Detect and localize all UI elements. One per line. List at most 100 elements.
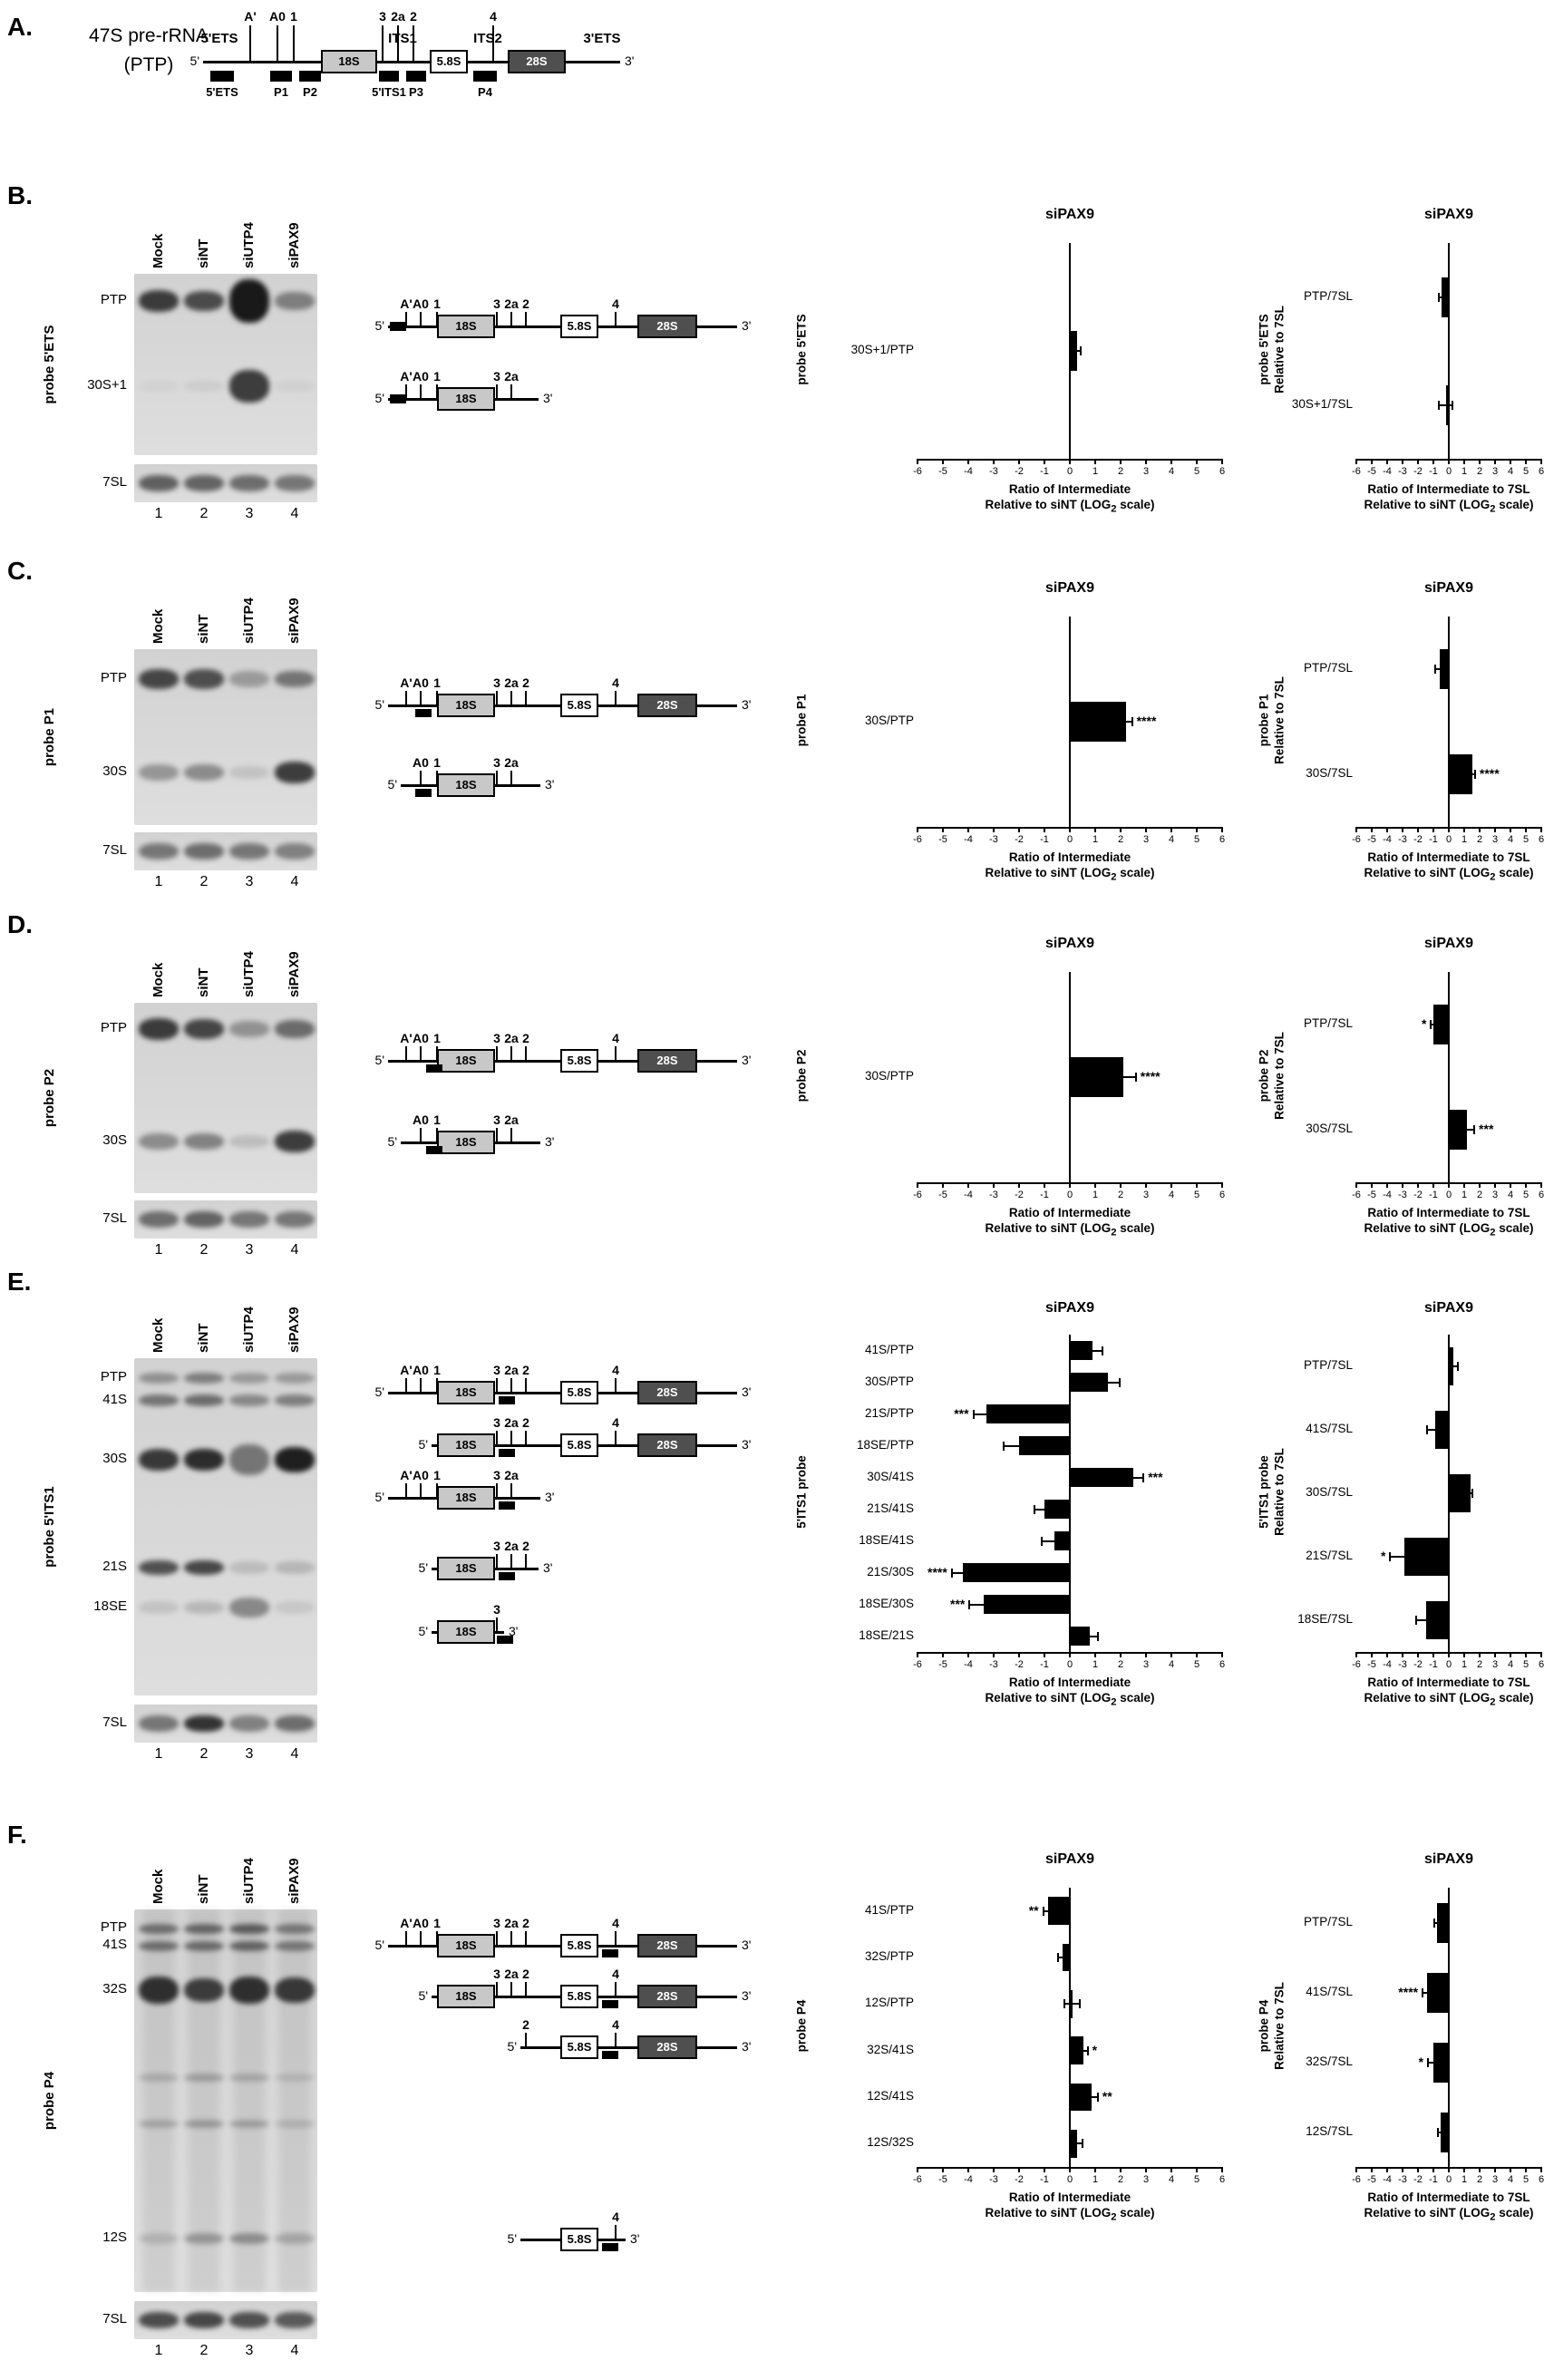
x-tick-label: -4 <box>964 1190 973 1200</box>
cleavage-site-tick <box>420 312 422 326</box>
error-bar-cap <box>1442 2127 1444 2137</box>
x-tick-label: -6 <box>1352 1659 1361 1670</box>
y-axis-label: Relative to 7SL <box>1272 1032 1286 1120</box>
bar <box>1449 1474 1471 1512</box>
x-tick <box>1510 827 1511 832</box>
lane-number: 2 <box>199 506 209 521</box>
x-tick-label: -3 <box>989 1659 998 1670</box>
x-tick-label: 6 <box>1219 1659 1226 1670</box>
rna-backbone <box>203 60 620 63</box>
x-tick-label: 4 <box>1168 1659 1175 1670</box>
x-tick <box>942 1182 944 1188</box>
x-tick <box>1417 2167 1419 2172</box>
chart-title: siPAX9 <box>1045 1851 1094 1867</box>
x-tick-label: -2 <box>1015 834 1024 845</box>
rrna-box-28s: 28S <box>637 1381 697 1404</box>
error-bar <box>1468 1492 1473 1494</box>
x-tick <box>1494 2167 1496 2172</box>
cleavage-site-tick <box>510 1931 512 1946</box>
x-tick-label: -3 <box>989 1190 998 1200</box>
cleavage-site-label: 3 <box>493 296 500 311</box>
cleavage-site-label: 4 <box>612 2017 619 2032</box>
region-label: 3'ETS <box>583 31 621 46</box>
x-tick-label: 4 <box>1168 834 1175 845</box>
x-tick <box>1044 2167 1045 2172</box>
x-tick-label: 5 <box>1193 834 1200 845</box>
lane-number: 2 <box>199 1242 209 1258</box>
five-prime-label: 5' <box>374 1490 384 1504</box>
x-tick <box>1371 459 1373 464</box>
x-tick-label: 3 <box>1142 1190 1150 1200</box>
blot-band <box>275 1940 315 1951</box>
three-prime-label: 3' <box>742 2039 752 2054</box>
x-tick-label: 3 <box>1142 834 1150 845</box>
x-tick-label: -5 <box>1367 1190 1376 1200</box>
cleavage-site-tick <box>615 1431 617 1445</box>
error-bar-cap <box>1063 1999 1066 2009</box>
cleavage-site-tick <box>420 1931 422 1946</box>
x-tick <box>1094 459 1096 464</box>
lane-label: siUTP4 <box>241 222 257 268</box>
error-bar <box>1084 2096 1098 2098</box>
category-label: 18SE/41S <box>859 1532 914 1547</box>
cleavage-site-tick <box>615 2033 617 2047</box>
x-tick-label: -2 <box>1413 1190 1423 1200</box>
blot-band <box>184 763 224 781</box>
x-tick <box>1018 1652 1020 1657</box>
x-tick <box>1221 459 1223 464</box>
cleavage-site-tick <box>525 2033 527 2047</box>
rrna-box-58s: 5.8S <box>560 1381 598 1404</box>
cleavage-site-label: A0 <box>269 9 286 24</box>
blot-band <box>229 2074 269 2083</box>
zero-axis <box>1069 1335 1071 1652</box>
error-bar-cap <box>1473 770 1476 779</box>
cleavage-site-tick <box>293 25 295 62</box>
category-label: 41S/7SL <box>1306 1422 1353 1435</box>
band-label: PTP <box>100 1919 127 1936</box>
band-label: 7SL <box>102 2311 127 2327</box>
cleavage-site-tick <box>496 691 498 705</box>
band-label: 30S <box>102 763 127 779</box>
cleavage-site-tick <box>420 1128 422 1142</box>
error-bar-cap <box>1118 1377 1121 1387</box>
x-tick-label: -1 <box>1040 466 1049 477</box>
blot-band <box>184 1601 224 1615</box>
probe-marker <box>426 1064 442 1073</box>
x-tick <box>1018 827 1020 832</box>
x-tick <box>1402 1652 1403 1657</box>
error-bar-cap <box>1433 1616 1436 1625</box>
cleavage-site-label: A0 <box>413 369 429 384</box>
five-prime-label: 5' <box>189 53 199 68</box>
x-tick-label: 5 <box>1193 2174 1200 2185</box>
lane-number: 1 <box>154 2343 163 2358</box>
category-label: PTP/7SL <box>1303 1016 1353 1030</box>
x-tick-label: -5 <box>1367 2174 1376 2185</box>
lane-number: 3 <box>245 506 254 521</box>
bar <box>1437 1902 1449 1943</box>
probe-label: probe P2 <box>42 1068 57 1128</box>
error-bar-cap <box>1096 2093 1099 2102</box>
five-prime-label: 5' <box>418 1560 428 1575</box>
x-tick-label: 2 <box>1117 834 1124 845</box>
bar <box>1440 2112 1449 2152</box>
category-label: 41S/PTP <box>864 1342 914 1356</box>
probe-marker <box>426 1146 442 1154</box>
panel-label: C. <box>7 557 33 585</box>
blot-band <box>139 668 179 689</box>
blot-band <box>139 381 179 392</box>
error-bar-cap <box>1134 1073 1137 1082</box>
blot-band <box>139 1976 179 2004</box>
error-bar-cap <box>1426 1425 1429 1434</box>
lane-label: siNT <box>196 238 211 268</box>
cleavage-site-tick <box>615 1982 617 1996</box>
x-tick-label: 3 <box>1491 2174 1499 2185</box>
band-label: PTP <box>100 1369 127 1385</box>
blot-band <box>229 670 269 687</box>
x-tick-label: 4 <box>1507 834 1514 845</box>
cleavage-site-label: 4 <box>612 2210 619 2224</box>
cleavage-site-label: 2a <box>504 1415 519 1430</box>
probe-marker <box>499 1572 515 1580</box>
region-label: 5'ETS <box>200 31 238 46</box>
x-tick <box>993 459 995 464</box>
error-bar-cap <box>1437 2057 1440 2067</box>
